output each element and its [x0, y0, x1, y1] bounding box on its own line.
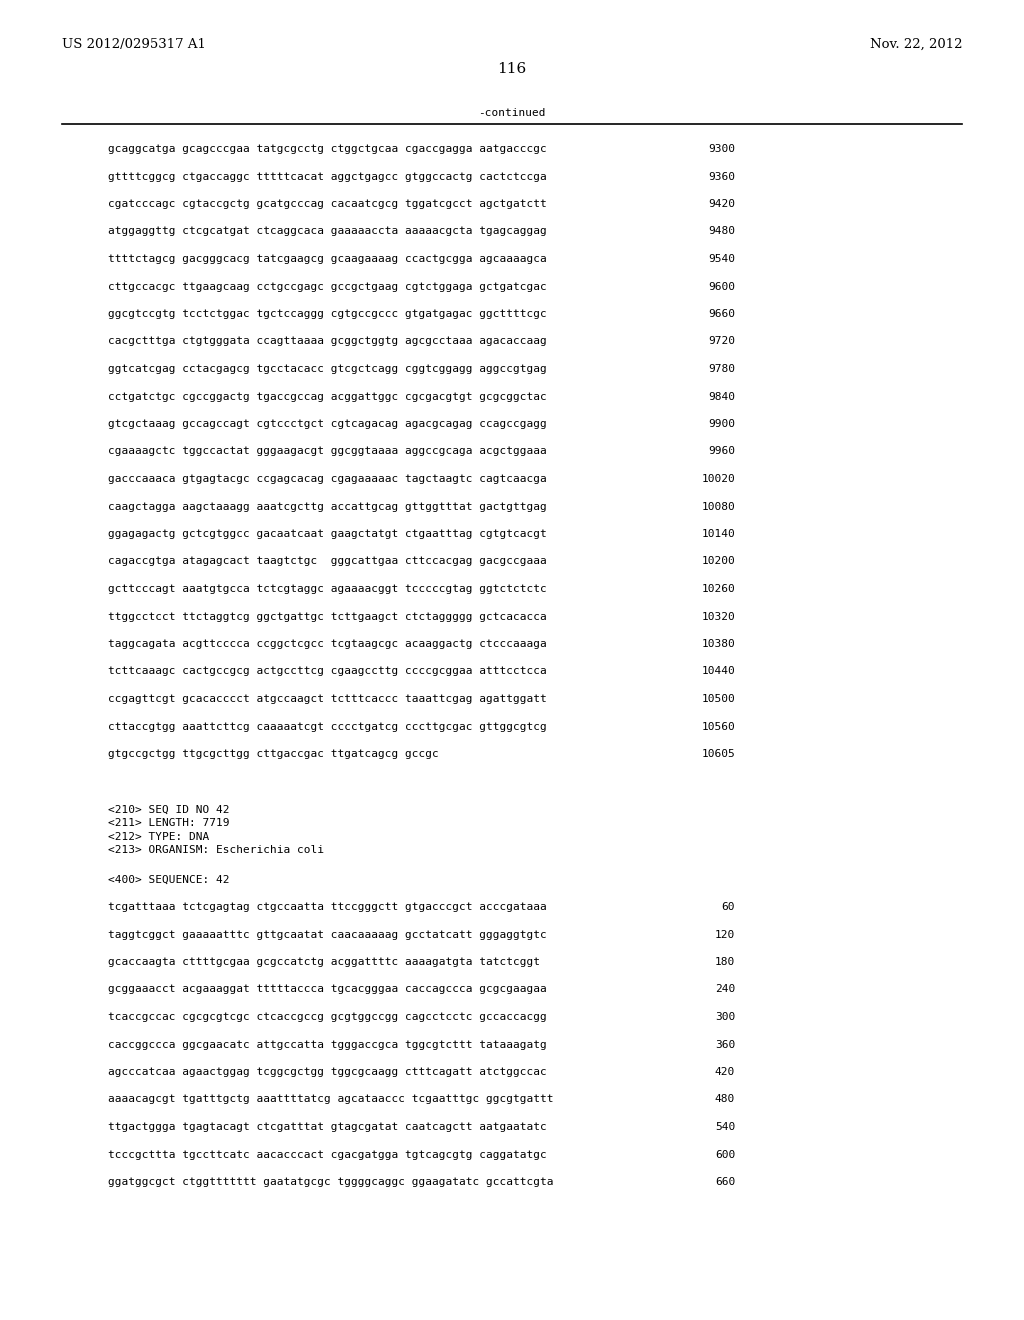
Text: 480: 480 [715, 1094, 735, 1105]
Text: gtcgctaaag gccagccagt cgtccctgct cgtcagacag agacgcagag ccagccgagg: gtcgctaaag gccagccagt cgtccctgct cgtcaga… [108, 418, 547, 429]
Text: cttgccacgc ttgaagcaag cctgccgagc gccgctgaag cgtctggaga gctgatcgac: cttgccacgc ttgaagcaag cctgccgagc gccgctg… [108, 281, 547, 292]
Text: 9600: 9600 [708, 281, 735, 292]
Text: 120: 120 [715, 929, 735, 940]
Text: 10605: 10605 [701, 748, 735, 759]
Text: 9360: 9360 [708, 172, 735, 181]
Text: 9900: 9900 [708, 418, 735, 429]
Text: 300: 300 [715, 1012, 735, 1022]
Text: 10440: 10440 [701, 667, 735, 676]
Text: 360: 360 [715, 1040, 735, 1049]
Text: <210> SEQ ID NO 42: <210> SEQ ID NO 42 [108, 804, 229, 814]
Text: 60: 60 [722, 902, 735, 912]
Text: taggtcggct gaaaaatttc gttgcaatat caacaaaaag gcctatcatt gggaggtgtc: taggtcggct gaaaaatttc gttgcaatat caacaaa… [108, 929, 547, 940]
Text: tcaccgccac cgcgcgtcgc ctcaccgccg gcgtggccgg cagcctcctc gccaccacgg: tcaccgccac cgcgcgtcgc ctcaccgccg gcgtggc… [108, 1012, 547, 1022]
Text: cctgatctgc cgccggactg tgaccgccag acggattggc cgcgacgtgt gcgcggctac: cctgatctgc cgccggactg tgaccgccag acggatt… [108, 392, 547, 401]
Text: 9300: 9300 [708, 144, 735, 154]
Text: 240: 240 [715, 985, 735, 994]
Text: gcggaaacct acgaaaggat tttttaccca tgcacgggaa caccagccca gcgcgaagaa: gcggaaacct acgaaaggat tttttaccca tgcacgg… [108, 985, 547, 994]
Text: cagaccgtga atagagcact taagtctgc  gggcattgaa cttccacgag gacgccgaaa: cagaccgtga atagagcact taagtctgc gggcattg… [108, 557, 547, 566]
Text: <213> ORGANISM: Escherichia coli: <213> ORGANISM: Escherichia coli [108, 845, 324, 855]
Text: ggagagactg gctcgtggcc gacaatcaat gaagctatgt ctgaatttag cgtgtcacgt: ggagagactg gctcgtggcc gacaatcaat gaagcta… [108, 529, 547, 539]
Text: taggcagata acgttcccca ccggctcgcc tcgtaagcgc acaaggactg ctcccaaaga: taggcagata acgttcccca ccggctcgcc tcgtaag… [108, 639, 547, 649]
Text: 9540: 9540 [708, 253, 735, 264]
Text: 10500: 10500 [701, 694, 735, 704]
Text: 600: 600 [715, 1150, 735, 1159]
Text: 9780: 9780 [708, 364, 735, 374]
Text: 9480: 9480 [708, 227, 735, 236]
Text: cttaccgtgg aaattcttcg caaaaatcgt cccctgatcg cccttgcgac gttggcgtcg: cttaccgtgg aaattcttcg caaaaatcgt cccctga… [108, 722, 547, 731]
Text: cacgctttga ctgtgggata ccagttaaaa gcggctggtg agcgcctaaa agacaccaag: cacgctttga ctgtgggata ccagttaaaa gcggctg… [108, 337, 547, 346]
Text: 116: 116 [498, 62, 526, 77]
Text: 540: 540 [715, 1122, 735, 1133]
Text: ggatggcgct ctggttttttt gaatatgcgc tggggcaggc ggaagatatc gccattcgta: ggatggcgct ctggttttttt gaatatgcgc tggggc… [108, 1177, 554, 1187]
Text: <212> TYPE: DNA: <212> TYPE: DNA [108, 832, 209, 842]
Text: cgatcccagc cgtaccgctg gcatgcccag cacaatcgcg tggatcgcct agctgatctt: cgatcccagc cgtaccgctg gcatgcccag cacaatc… [108, 199, 547, 209]
Text: tcttcaaagc cactgccgcg actgccttcg cgaagccttg ccccgcggaa atttcctcca: tcttcaaagc cactgccgcg actgccttcg cgaagcc… [108, 667, 547, 676]
Text: ttgactggga tgagtacagt ctcgatttat gtagcgatat caatcagctt aatgaatatc: ttgactggga tgagtacagt ctcgatttat gtagcga… [108, 1122, 547, 1133]
Text: -continued: -continued [478, 108, 546, 117]
Text: 420: 420 [715, 1067, 735, 1077]
Text: agcccatcaa agaactggag tcggcgctgg tggcgcaagg ctttcagatt atctggccac: agcccatcaa agaactggag tcggcgctgg tggcgca… [108, 1067, 547, 1077]
Text: caagctagga aagctaaagg aaatcgcttg accattgcag gttggtttat gactgttgag: caagctagga aagctaaagg aaatcgcttg accattg… [108, 502, 547, 511]
Text: ttttctagcg gacgggcacg tatcgaagcg gcaagaaaag ccactgcgga agcaaaagca: ttttctagcg gacgggcacg tatcgaagcg gcaagaa… [108, 253, 547, 264]
Text: cgaaaagctc tggccactat gggaagacgt ggcggtaaaa aggccgcaga acgctggaaa: cgaaaagctc tggccactat gggaagacgt ggcggta… [108, 446, 547, 457]
Text: gtgccgctgg ttgcgcttgg cttgaccgac ttgatcagcg gccgc: gtgccgctgg ttgcgcttgg cttgaccgac ttgatca… [108, 748, 438, 759]
Text: gcaggcatga gcagcccgaa tatgcgcctg ctggctgcaa cgaccgagga aatgacccgc: gcaggcatga gcagcccgaa tatgcgcctg ctggctg… [108, 144, 547, 154]
Text: 9420: 9420 [708, 199, 735, 209]
Text: caccggccca ggcgaacatc attgccatta tgggaccgca tggcgtcttt tataaagatg: caccggccca ggcgaacatc attgccatta tgggacc… [108, 1040, 547, 1049]
Text: ccgagttcgt gcacacccct atgccaagct tctttcaccc taaattcgag agattggatt: ccgagttcgt gcacacccct atgccaagct tctttca… [108, 694, 547, 704]
Text: atggaggttg ctcgcatgat ctcaggcaca gaaaaaccta aaaaacgcta tgagcaggag: atggaggttg ctcgcatgat ctcaggcaca gaaaaac… [108, 227, 547, 236]
Text: 10320: 10320 [701, 611, 735, 622]
Text: 10140: 10140 [701, 529, 735, 539]
Text: <211> LENGTH: 7719: <211> LENGTH: 7719 [108, 818, 229, 828]
Text: 9840: 9840 [708, 392, 735, 401]
Text: aaaacagcgt tgatttgctg aaattttatcg agcataaccc tcgaatttgc ggcgtgattt: aaaacagcgt tgatttgctg aaattttatcg agcata… [108, 1094, 554, 1105]
Text: 10080: 10080 [701, 502, 735, 511]
Text: 9720: 9720 [708, 337, 735, 346]
Text: ttggcctcct ttctaggtcg ggctgattgc tcttgaagct ctctaggggg gctcacacca: ttggcctcct ttctaggtcg ggctgattgc tcttgaa… [108, 611, 547, 622]
Text: tcccgcttta tgccttcatc aacacccact cgacgatgga tgtcagcgtg caggatatgc: tcccgcttta tgccttcatc aacacccact cgacgat… [108, 1150, 547, 1159]
Text: ggtcatcgag cctacgagcg tgcctacacc gtcgctcagg cggtcggagg aggccgtgag: ggtcatcgag cctacgagcg tgcctacacc gtcgctc… [108, 364, 547, 374]
Text: ggcgtccgtg tcctctggac tgctccaggg cgtgccgccc gtgatgagac ggcttttcgc: ggcgtccgtg tcctctggac tgctccaggg cgtgccg… [108, 309, 547, 319]
Text: gcttcccagt aaatgtgcca tctcgtaggc agaaaacggt tcccccgtag ggtctctctc: gcttcccagt aaatgtgcca tctcgtaggc agaaaac… [108, 583, 547, 594]
Text: 10200: 10200 [701, 557, 735, 566]
Text: <400> SEQUENCE: 42: <400> SEQUENCE: 42 [108, 874, 229, 884]
Text: gcaccaagta cttttgcgaa gcgccatctg acggattttc aaaagatgta tatctcggt: gcaccaagta cttttgcgaa gcgccatctg acggatt… [108, 957, 540, 968]
Text: tcgatttaaa tctcgagtag ctgccaatta ttccgggctt gtgacccgct acccgataaa: tcgatttaaa tctcgagtag ctgccaatta ttccggg… [108, 902, 547, 912]
Text: 660: 660 [715, 1177, 735, 1187]
Text: gacccaaaca gtgagtacgc ccgagcacag cgagaaaaac tagctaagtc cagtcaacga: gacccaaaca gtgagtacgc ccgagcacag cgagaaa… [108, 474, 547, 484]
Text: 9660: 9660 [708, 309, 735, 319]
Text: 10020: 10020 [701, 474, 735, 484]
Text: 10260: 10260 [701, 583, 735, 594]
Text: Nov. 22, 2012: Nov. 22, 2012 [869, 38, 962, 51]
Text: US 2012/0295317 A1: US 2012/0295317 A1 [62, 38, 206, 51]
Text: 9960: 9960 [708, 446, 735, 457]
Text: 10380: 10380 [701, 639, 735, 649]
Text: 180: 180 [715, 957, 735, 968]
Text: 10560: 10560 [701, 722, 735, 731]
Text: gttttcggcg ctgaccaggc tttttcacat aggctgagcc gtggccactg cactctccga: gttttcggcg ctgaccaggc tttttcacat aggctga… [108, 172, 547, 181]
